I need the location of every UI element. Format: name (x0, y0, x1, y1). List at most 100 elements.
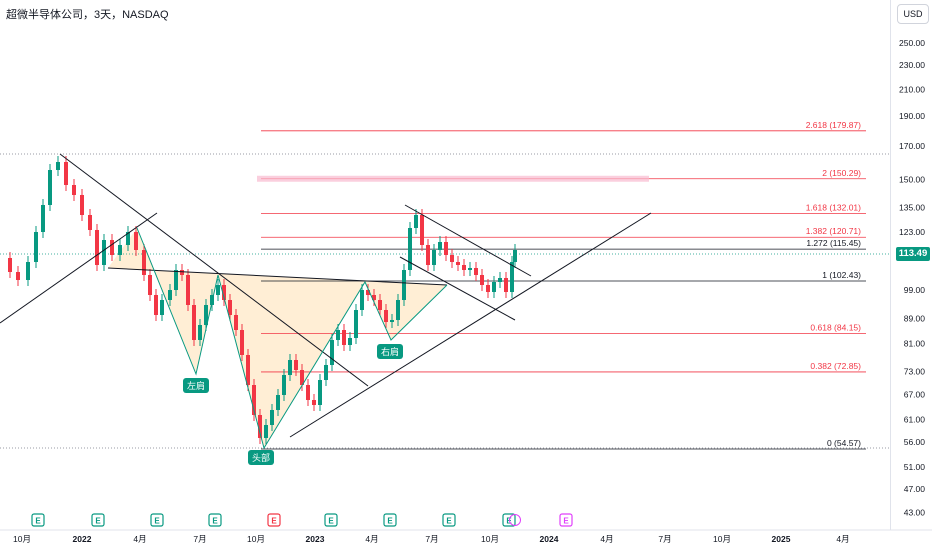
candle-body (110, 240, 114, 255)
price-axis-separator (890, 0, 891, 530)
x-axis-tick: 2022 (73, 534, 92, 544)
candle-body (480, 275, 484, 285)
fib-label: 1.618 (132.01) (806, 202, 861, 212)
candle-body (438, 242, 442, 250)
candle-body (396, 300, 400, 320)
candle-body (432, 250, 436, 265)
pattern-label: 头部 (252, 452, 270, 463)
candle-body (306, 385, 310, 400)
earnings-marker[interactable] (31, 513, 45, 527)
candle-body (426, 245, 430, 265)
candle-body (408, 228, 412, 270)
earnings-marker[interactable] (559, 513, 573, 527)
candle-body (336, 330, 340, 340)
pattern-label: 右肩 (381, 346, 399, 357)
head-shoulders-fill (108, 228, 447, 448)
fib-label: 1 (102.43) (822, 270, 861, 280)
candle-body (504, 278, 508, 292)
candle-body (510, 262, 514, 292)
fib-label: 2.618 (179.87) (806, 120, 861, 130)
candle-body (180, 270, 184, 275)
candle-body (95, 230, 99, 265)
y-axis-tick: 43.00 (904, 508, 926, 518)
y-axis-tick: 230.00 (899, 60, 925, 70)
candle-body (64, 162, 68, 185)
x-axis-tick: 4月 (133, 534, 146, 544)
y-axis-tick: 89.00 (904, 314, 926, 324)
y-axis-tick: 47.00 (904, 484, 926, 494)
candle-body (72, 185, 76, 195)
candle-body (462, 265, 466, 270)
candle-body (154, 295, 158, 315)
x-axis-tick: 7月 (658, 534, 671, 544)
candle-body (142, 250, 146, 275)
candle-body (276, 395, 280, 410)
candle-body (402, 270, 406, 300)
y-axis-tick: 73.00 (904, 366, 926, 376)
currency-button[interactable]: USD (897, 4, 929, 24)
candle-body (294, 360, 298, 370)
earnings-marker[interactable] (383, 513, 397, 527)
candle-body (486, 285, 490, 292)
fib-label: 1.272 (115.45) (806, 238, 861, 248)
candle-body (148, 275, 152, 295)
candle-body (34, 232, 38, 262)
candle-body (192, 305, 196, 340)
candle-body (360, 290, 364, 310)
candle-body (88, 215, 92, 230)
candle-body (300, 370, 304, 385)
candle-body (26, 262, 30, 280)
fib-label: 1.382 (120.71) (806, 226, 861, 236)
head-shoulders-outline (136, 227, 448, 450)
earnings-marker-label: E (563, 517, 569, 526)
x-axis-tick: 7月 (193, 534, 206, 544)
candle-body (324, 365, 328, 380)
x-axis-tick: 10月 (247, 534, 265, 544)
current-price-tag: 113.49 (896, 247, 930, 261)
x-axis-tick: 2024 (540, 534, 559, 544)
fib-label: 2 (150.29) (822, 168, 861, 178)
candle-body (252, 385, 256, 415)
candle-body (222, 285, 226, 300)
y-axis-tick: 67.00 (904, 389, 926, 399)
candle-body (474, 268, 478, 275)
earnings-ring (509, 514, 521, 526)
y-axis-tick: 81.00 (904, 339, 926, 349)
candle-body (444, 242, 448, 255)
candle-body (372, 295, 376, 300)
candle-body (186, 275, 190, 305)
earnings-marker[interactable] (91, 513, 105, 527)
candle-body (492, 282, 496, 292)
candle-body (366, 290, 370, 295)
candle-body (354, 310, 358, 338)
earnings-marker[interactable] (324, 513, 338, 527)
earnings-marker-label: E (328, 517, 334, 526)
earnings-marker[interactable] (442, 513, 456, 527)
earnings-marker[interactable] (208, 513, 222, 527)
pattern-label-bg (377, 344, 403, 359)
earnings-marker-label: E (212, 517, 218, 526)
x-axis-tick: 10月 (13, 534, 31, 544)
candle-body (456, 262, 460, 265)
neckline (107, 267, 448, 286)
candle-body (330, 340, 334, 365)
earnings-marker[interactable] (267, 513, 281, 527)
earnings-marker-label: E (154, 517, 160, 526)
candle-body (48, 170, 52, 205)
candle-body (288, 360, 292, 375)
y-axis-tick: 51.00 (904, 462, 926, 472)
y-axis-tick: 250.00 (899, 38, 925, 48)
pattern-label: 左肩 (187, 380, 205, 391)
candle-body (160, 300, 164, 315)
candle-body (264, 425, 268, 438)
fib-label: 0.618 (84.15) (810, 322, 861, 332)
earnings-marker-label: E (446, 517, 452, 526)
candle-body (498, 278, 502, 282)
y-axis-tick: 123.00 (899, 227, 925, 237)
earnings-marker[interactable] (150, 513, 164, 527)
y-axis-tick: 210.00 (899, 85, 925, 95)
candle-body (102, 240, 106, 265)
candle-body (240, 330, 244, 355)
candle-body (8, 258, 12, 272)
